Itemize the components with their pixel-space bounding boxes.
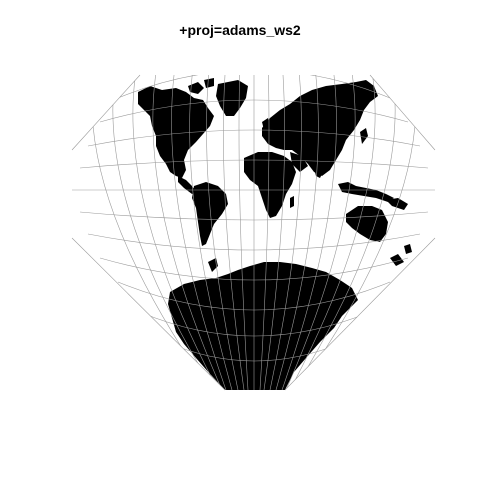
outline-top-left	[71, 74, 141, 151]
meridian-line	[238, 75, 249, 390]
meridian-line	[269, 75, 302, 390]
landmass-south-america	[192, 182, 228, 246]
landmass-arctic-islands	[188, 78, 214, 94]
map-title: +proj=adams_ws2	[179, 22, 301, 38]
meridian-line	[171, 75, 227, 390]
map-outline	[71, 74, 436, 391]
outline-bottom-right	[284, 237, 436, 391]
landmass-central-america	[178, 176, 196, 194]
meridian-line	[223, 75, 245, 390]
landmass-greenland	[216, 80, 248, 116]
landmass-indonesia	[338, 182, 394, 202]
meridian-line	[275, 75, 319, 390]
parallel-line	[139, 311, 371, 337]
outline-bottom-left	[71, 237, 226, 391]
meridian-line	[189, 75, 233, 390]
meridian-line	[259, 75, 270, 390]
outline-top-right	[369, 74, 436, 151]
parallel-line	[165, 341, 345, 362]
landmass-japan	[360, 128, 368, 144]
landmass-africa	[244, 152, 296, 218]
landmass-new-guinea	[386, 198, 408, 210]
landmass-antarctic-peninsula	[208, 258, 218, 272]
meridian-line	[206, 75, 239, 390]
meridian-line	[263, 75, 285, 390]
landmass-india	[312, 158, 326, 178]
meridian-line	[289, 75, 376, 390]
landmass-madagascar	[290, 196, 294, 208]
landmass-british-isles	[262, 118, 270, 130]
landmass-new-zealand	[390, 244, 412, 266]
landmass-eurasia	[262, 80, 378, 176]
landmass-north-america	[138, 86, 214, 178]
parallel-line	[117, 75, 391, 99]
meridian-line	[281, 75, 337, 390]
landmass-australia	[346, 206, 388, 242]
graticule	[72, 75, 435, 390]
meridian-line	[285, 75, 356, 390]
meridian-line	[132, 75, 219, 390]
landmass-arabia	[290, 152, 308, 172]
meridian-line	[152, 75, 223, 390]
